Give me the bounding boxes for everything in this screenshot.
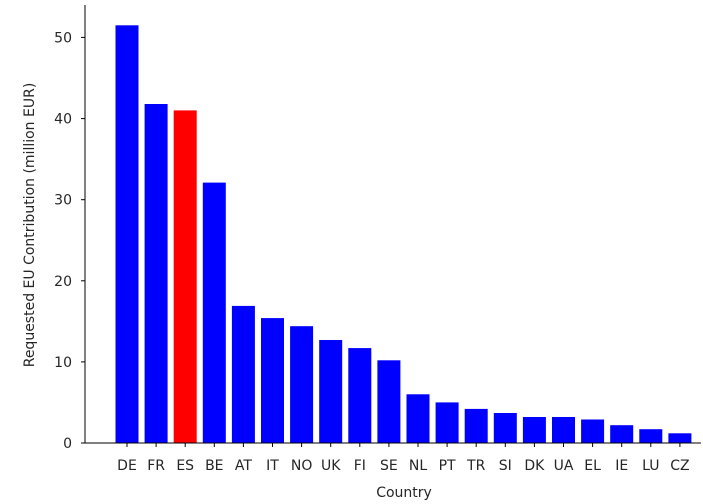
x-tick-label-it: IT: [266, 458, 279, 474]
bar-de: [115, 25, 139, 444]
x-tick-label-de: DE: [117, 458, 137, 474]
y-axis-label: Requested EU Contribution (million EUR): [22, 83, 38, 368]
bar-it: [261, 318, 284, 443]
x-tick-label-tr: TR: [466, 458, 486, 474]
bar-lu: [639, 429, 663, 443]
bar-es: [173, 110, 197, 444]
bar-be: [202, 182, 226, 443]
x-tick-label-dk: DK: [524, 458, 545, 474]
bar-at: [231, 305, 255, 443]
x-tick-label-se: SE: [380, 458, 398, 474]
x-tick-label-fr: FR: [147, 458, 165, 474]
bar-el: [581, 419, 605, 443]
bars-group: [115, 25, 692, 444]
x-tick-label-cz: CZ: [670, 458, 689, 474]
bar-fi: [348, 348, 372, 443]
x-tick-label-ie: IE: [615, 458, 628, 474]
bar-pt: [435, 402, 459, 443]
y-tick-label-50: 50: [54, 30, 72, 46]
y-tick-label-0: 0: [63, 436, 72, 452]
x-tick-label-be: BE: [205, 458, 223, 474]
bar-dk: [522, 417, 546, 443]
x-tick-label-fi: FI: [354, 458, 366, 474]
y-tick-label-30: 30: [54, 193, 72, 209]
bar-tr: [464, 408, 488, 443]
x-tick-label-es: ES: [176, 458, 194, 474]
x-tick-label-pt: PT: [439, 458, 456, 474]
y-tick-label-10: 10: [54, 355, 72, 371]
bar-fr: [144, 104, 168, 443]
bar-ua: [552, 417, 575, 443]
bar-no: [290, 326, 314, 443]
x-ticks-group: DE FR ES BE AT IT NO UK FI SE NL PT TR SI DK UA EL IE LU CZ: [117, 443, 690, 474]
bar-ie: [610, 425, 634, 443]
bar-cz: [668, 433, 692, 443]
x-tick-label-el: EL: [584, 458, 601, 474]
x-tick-label-lu: LU: [642, 458, 659, 474]
x-tick-label-no: NO: [291, 458, 313, 474]
y-tick-label-20: 20: [54, 274, 72, 290]
bar-uk: [319, 340, 343, 443]
bar-nl: [406, 394, 430, 443]
x-tick-label-ua: UA: [554, 458, 574, 474]
y-ticks-group: 0 10 20 30 40 50: [54, 30, 85, 452]
x-tick-label-si: SI: [499, 458, 512, 474]
bar-se: [377, 360, 401, 443]
y-tick-label-40: 40: [54, 112, 72, 128]
x-tick-label-at: AT: [235, 458, 252, 474]
x-axis-label: Country: [376, 485, 432, 501]
bar-si: [493, 413, 517, 443]
x-tick-label-nl: NL: [409, 458, 427, 474]
x-tick-label-uk: UK: [321, 458, 341, 474]
